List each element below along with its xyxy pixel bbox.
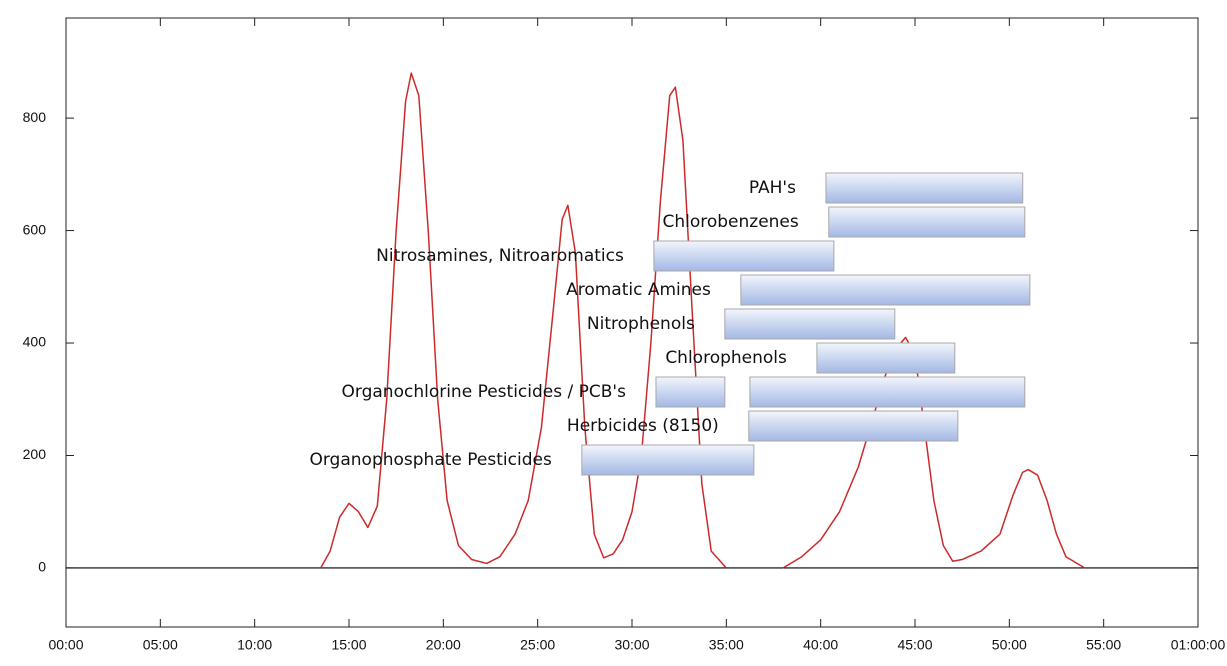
x-tick-label: 25:00	[520, 637, 555, 653]
y-tick-label: 600	[23, 221, 47, 237]
range-label: Organochlorine Pesticides / PCB's	[342, 382, 627, 402]
range-bar	[748, 410, 959, 442]
x-tick-label: 01:00:00	[1171, 637, 1226, 653]
x-tick-label: 15:00	[331, 637, 366, 653]
range-label: Aromatic Amines	[566, 280, 711, 300]
x-tick-label: 20:00	[426, 637, 461, 653]
x-tick-label: 35:00	[709, 637, 744, 653]
range-bar	[653, 240, 835, 272]
x-tick-label: 00:00	[48, 637, 83, 653]
range-label: Chlorobenzenes	[662, 212, 798, 232]
range-label: Nitrosamines, Nitroaromatics	[376, 246, 624, 266]
x-tick-label: 30:00	[614, 637, 649, 653]
range-bar	[724, 308, 896, 340]
x-tick-label: 55:00	[1086, 637, 1121, 653]
x-tick-label: 05:00	[143, 637, 178, 653]
x-tick-label: 40:00	[803, 637, 838, 653]
range-bar	[581, 444, 755, 476]
y-tick-label: 0	[38, 559, 46, 575]
range-label: Organophosphate Pesticides	[309, 450, 551, 470]
range-bar	[740, 274, 1031, 306]
range-bar	[828, 206, 1026, 238]
y-tick-label: 800	[23, 109, 47, 125]
x-tick-label: 45:00	[897, 637, 932, 653]
y-tick-label: 200	[23, 446, 47, 462]
x-tick-label: 50:00	[992, 637, 1027, 653]
y-tick-label: 400	[23, 334, 47, 350]
range-label: Chlorophenols	[665, 348, 787, 368]
range-bar	[825, 172, 1024, 204]
range-label: Nitrophenols	[587, 314, 695, 334]
trace-line	[320, 72, 1086, 569]
range-label: PAH's	[749, 178, 796, 198]
x-tick-label: 10:00	[237, 637, 272, 653]
range-bar	[816, 342, 956, 374]
range-label: Herbicides (8150)	[567, 416, 719, 436]
range-bar	[655, 376, 726, 408]
range-bar	[749, 376, 1026, 408]
